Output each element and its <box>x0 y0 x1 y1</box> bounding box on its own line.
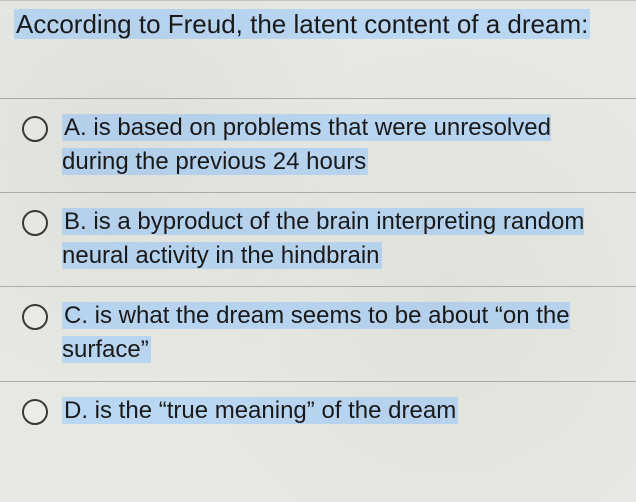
radio-b[interactable] <box>22 210 48 236</box>
option-b[interactable]: B. is a byproduct of the brain interpret… <box>0 192 636 286</box>
option-c-text: C. is what the dream seems to be about “… <box>62 299 622 366</box>
option-d[interactable]: D. is the “true meaning” of the dream <box>0 381 636 442</box>
option-b-letter: B. <box>64 208 87 235</box>
option-a-body: is based on problems that were unresolve… <box>62 114 551 175</box>
question-text-content: According to Freud, the latent content o… <box>14 9 590 39</box>
option-b-text: B. is a byproduct of the brain interpret… <box>62 205 622 272</box>
radio-d[interactable] <box>22 399 48 425</box>
option-c-letter: C. <box>64 302 88 329</box>
option-a-text: A. is based on problems that were unreso… <box>62 111 622 178</box>
options-list: A. is based on problems that were unreso… <box>0 98 636 441</box>
question-block: According to Freud, the latent content o… <box>0 0 636 52</box>
option-d-body: is the “true meaning” of the dream <box>95 397 457 424</box>
option-a-letter: A. <box>64 114 87 141</box>
option-c[interactable]: C. is what the dream seems to be about “… <box>0 286 636 380</box>
option-b-body: is a byproduct of the brain interpreting… <box>62 208 584 269</box>
option-c-body: is what the dream seems to be about “on … <box>62 302 570 363</box>
radio-a[interactable] <box>22 116 48 142</box>
option-d-letter: D. <box>64 397 88 424</box>
radio-c[interactable] <box>22 304 48 330</box>
option-d-text: D. is the “true meaning” of the dream <box>62 394 458 428</box>
question-text: According to Freud, the latent content o… <box>14 7 622 42</box>
option-a[interactable]: A. is based on problems that were unreso… <box>0 98 636 192</box>
